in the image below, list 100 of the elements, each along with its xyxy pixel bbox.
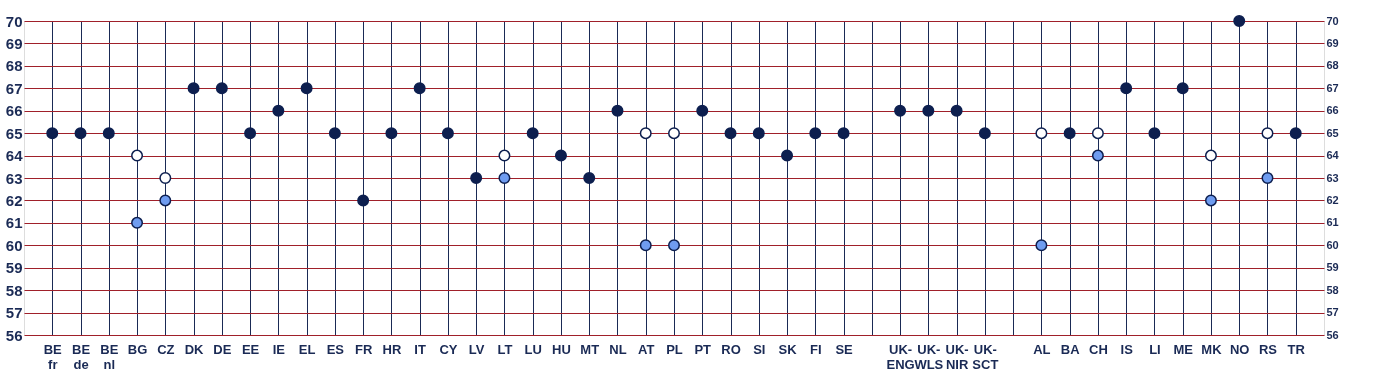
point [781, 149, 794, 162]
y2-tick-label: 62 [1326, 193, 1339, 206]
x-tick-label: NL [609, 341, 627, 357]
x-tick-label: MT [580, 341, 600, 357]
x-tick-label: HU [552, 341, 571, 357]
y-tick-label: 61 [5, 214, 23, 232]
y2-tick-label: 57 [1326, 306, 1339, 319]
x-tick-label: HR [382, 341, 402, 357]
y2-tick-label: 67 [1326, 81, 1339, 94]
y2-tick-label: 69 [1326, 36, 1339, 49]
x-tick-label: ES [326, 341, 345, 357]
x-tick-label: UK- NIR [945, 341, 969, 369]
point [159, 194, 172, 207]
x-tick-label: IE [272, 341, 286, 357]
point [922, 104, 935, 117]
point [950, 104, 963, 117]
y-tick-label: 68 [5, 57, 23, 75]
point [357, 194, 370, 207]
x-tick-label: AL [1033, 341, 1051, 357]
x-tick-label: TR [1287, 341, 1306, 357]
point [498, 149, 511, 162]
point [1148, 127, 1161, 140]
point [300, 82, 313, 95]
x-tick-label: AT [638, 341, 655, 357]
point [1120, 82, 1133, 95]
x-tick-label: PL [666, 341, 683, 357]
y-tick-label: 58 [5, 281, 23, 299]
point [1091, 127, 1104, 140]
y2-tick-label: 58 [1326, 283, 1339, 296]
point [1233, 15, 1246, 27]
y2-tick-label: 61 [1326, 216, 1339, 229]
y2-tick-label: 70 [1326, 14, 1339, 27]
y-tick-label: 63 [5, 169, 23, 187]
x-tick-label: NO [1229, 341, 1250, 357]
x-tick-label: PT [694, 341, 712, 357]
x-tick-label: CY [439, 341, 458, 357]
x-tick-label: FI [810, 341, 822, 357]
x-tick-label: MK [1201, 341, 1223, 357]
y-tick-label: 56 [5, 326, 23, 344]
x-tick-label: CH [1089, 341, 1108, 357]
y-tick-label: 62 [5, 191, 23, 209]
point [187, 82, 200, 95]
point [639, 127, 652, 140]
x-tick-label: LI [1149, 341, 1161, 357]
y-tick-label: 70 [5, 12, 23, 30]
x-tick-label: SK [778, 341, 798, 357]
point [131, 216, 144, 229]
point [1035, 239, 1048, 252]
point [752, 127, 765, 140]
point [611, 104, 624, 117]
point [668, 127, 680, 140]
y-tick-label: 67 [5, 79, 23, 97]
point [639, 239, 652, 252]
point [74, 127, 87, 140]
x-tick-label: BE fr [43, 341, 63, 369]
x-tick-label: UK- ENG [886, 341, 915, 369]
y-tick-label: 66 [5, 102, 23, 120]
point [102, 127, 115, 140]
x-tick-label: BE nl [100, 341, 119, 369]
y-tick-label: 65 [5, 124, 23, 142]
y2-tick-label: 65 [1326, 126, 1339, 139]
point [554, 149, 567, 162]
point [46, 127, 59, 140]
point [724, 127, 737, 140]
point [978, 127, 991, 140]
x-tick-label: SE [835, 341, 854, 357]
point [1176, 82, 1189, 95]
point [668, 239, 680, 252]
x-tick-label: UK- WLS [914, 341, 944, 369]
y-tick-label: 64 [5, 147, 24, 165]
y2-tick-label: 66 [1326, 104, 1339, 117]
point [526, 127, 539, 140]
x-tick-label: DE [213, 341, 232, 357]
point [1261, 172, 1274, 184]
point [1289, 127, 1302, 140]
point [809, 127, 822, 140]
y2-tick-label: 68 [1326, 59, 1339, 72]
x-tick-label: LV [468, 341, 485, 357]
point [583, 172, 596, 184]
point [1063, 127, 1076, 140]
y2-tick-label: 59 [1326, 261, 1339, 274]
x-tick-label: BE de [71, 341, 91, 369]
point [244, 127, 257, 140]
x-tick-label: LT [497, 341, 513, 357]
x-tick-label: FR [354, 341, 373, 357]
x-tick-label: BG [127, 341, 148, 357]
point [1204, 194, 1217, 207]
point [131, 149, 144, 162]
point [837, 127, 850, 140]
y-tick-label: 59 [5, 259, 23, 277]
point [1261, 127, 1274, 140]
x-tick-label: BA [1060, 341, 1081, 357]
point [328, 127, 341, 140]
x-tick-label: CZ [157, 341, 175, 357]
y-tick-label: 57 [5, 304, 23, 322]
x-tick-label: ME [1173, 341, 1194, 357]
x-tick-label: DK [184, 341, 205, 357]
y2-tick-label: 64 [1326, 149, 1340, 162]
x-tick-label: EE [241, 341, 260, 357]
y-tick-label: 69 [5, 34, 23, 52]
